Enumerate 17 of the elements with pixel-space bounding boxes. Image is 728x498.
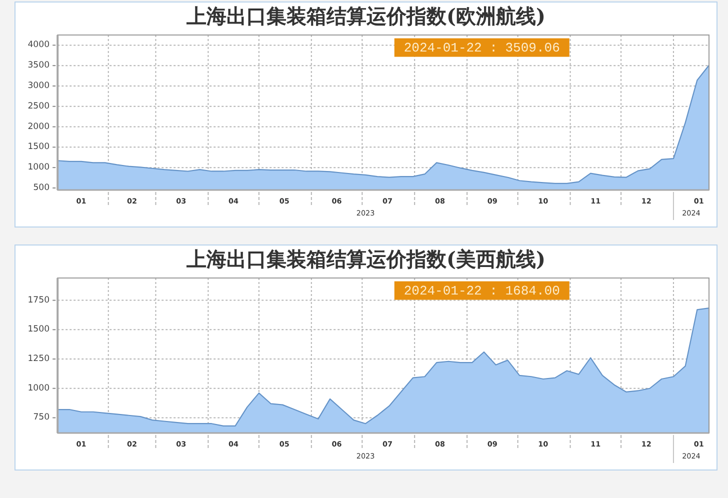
y-tick-label: 750 (33, 412, 50, 423)
y-tick-label: 3500 (28, 60, 50, 71)
y-tick-label: 1750 (28, 295, 50, 306)
y-tick-label: 4000 (28, 40, 50, 50)
y-tick-label: 2000 (28, 122, 50, 132)
y-tick-label: 1000 (28, 383, 50, 394)
annotation: 2024-01-22 : 3509.06 (404, 40, 560, 56)
y-tick-label: 1500 (28, 142, 50, 152)
chart-title: 上海出口集装箱结算运价指数(欧洲航线) (186, 4, 546, 28)
y-tick-label: 1500 (28, 324, 50, 335)
y-tick-label: 1250 (28, 354, 50, 364)
chart-title: 上海出口集装箱结算运价指数(美西航线) (186, 247, 546, 271)
y-tick-label: 1000 (28, 162, 50, 173)
annotation: 2024-01-22 : 1684.00 (404, 283, 560, 298)
y-tick-label: 2500 (28, 101, 50, 112)
y-tick-label: 3000 (28, 80, 50, 91)
y-tick-label: 500 (33, 182, 50, 193)
